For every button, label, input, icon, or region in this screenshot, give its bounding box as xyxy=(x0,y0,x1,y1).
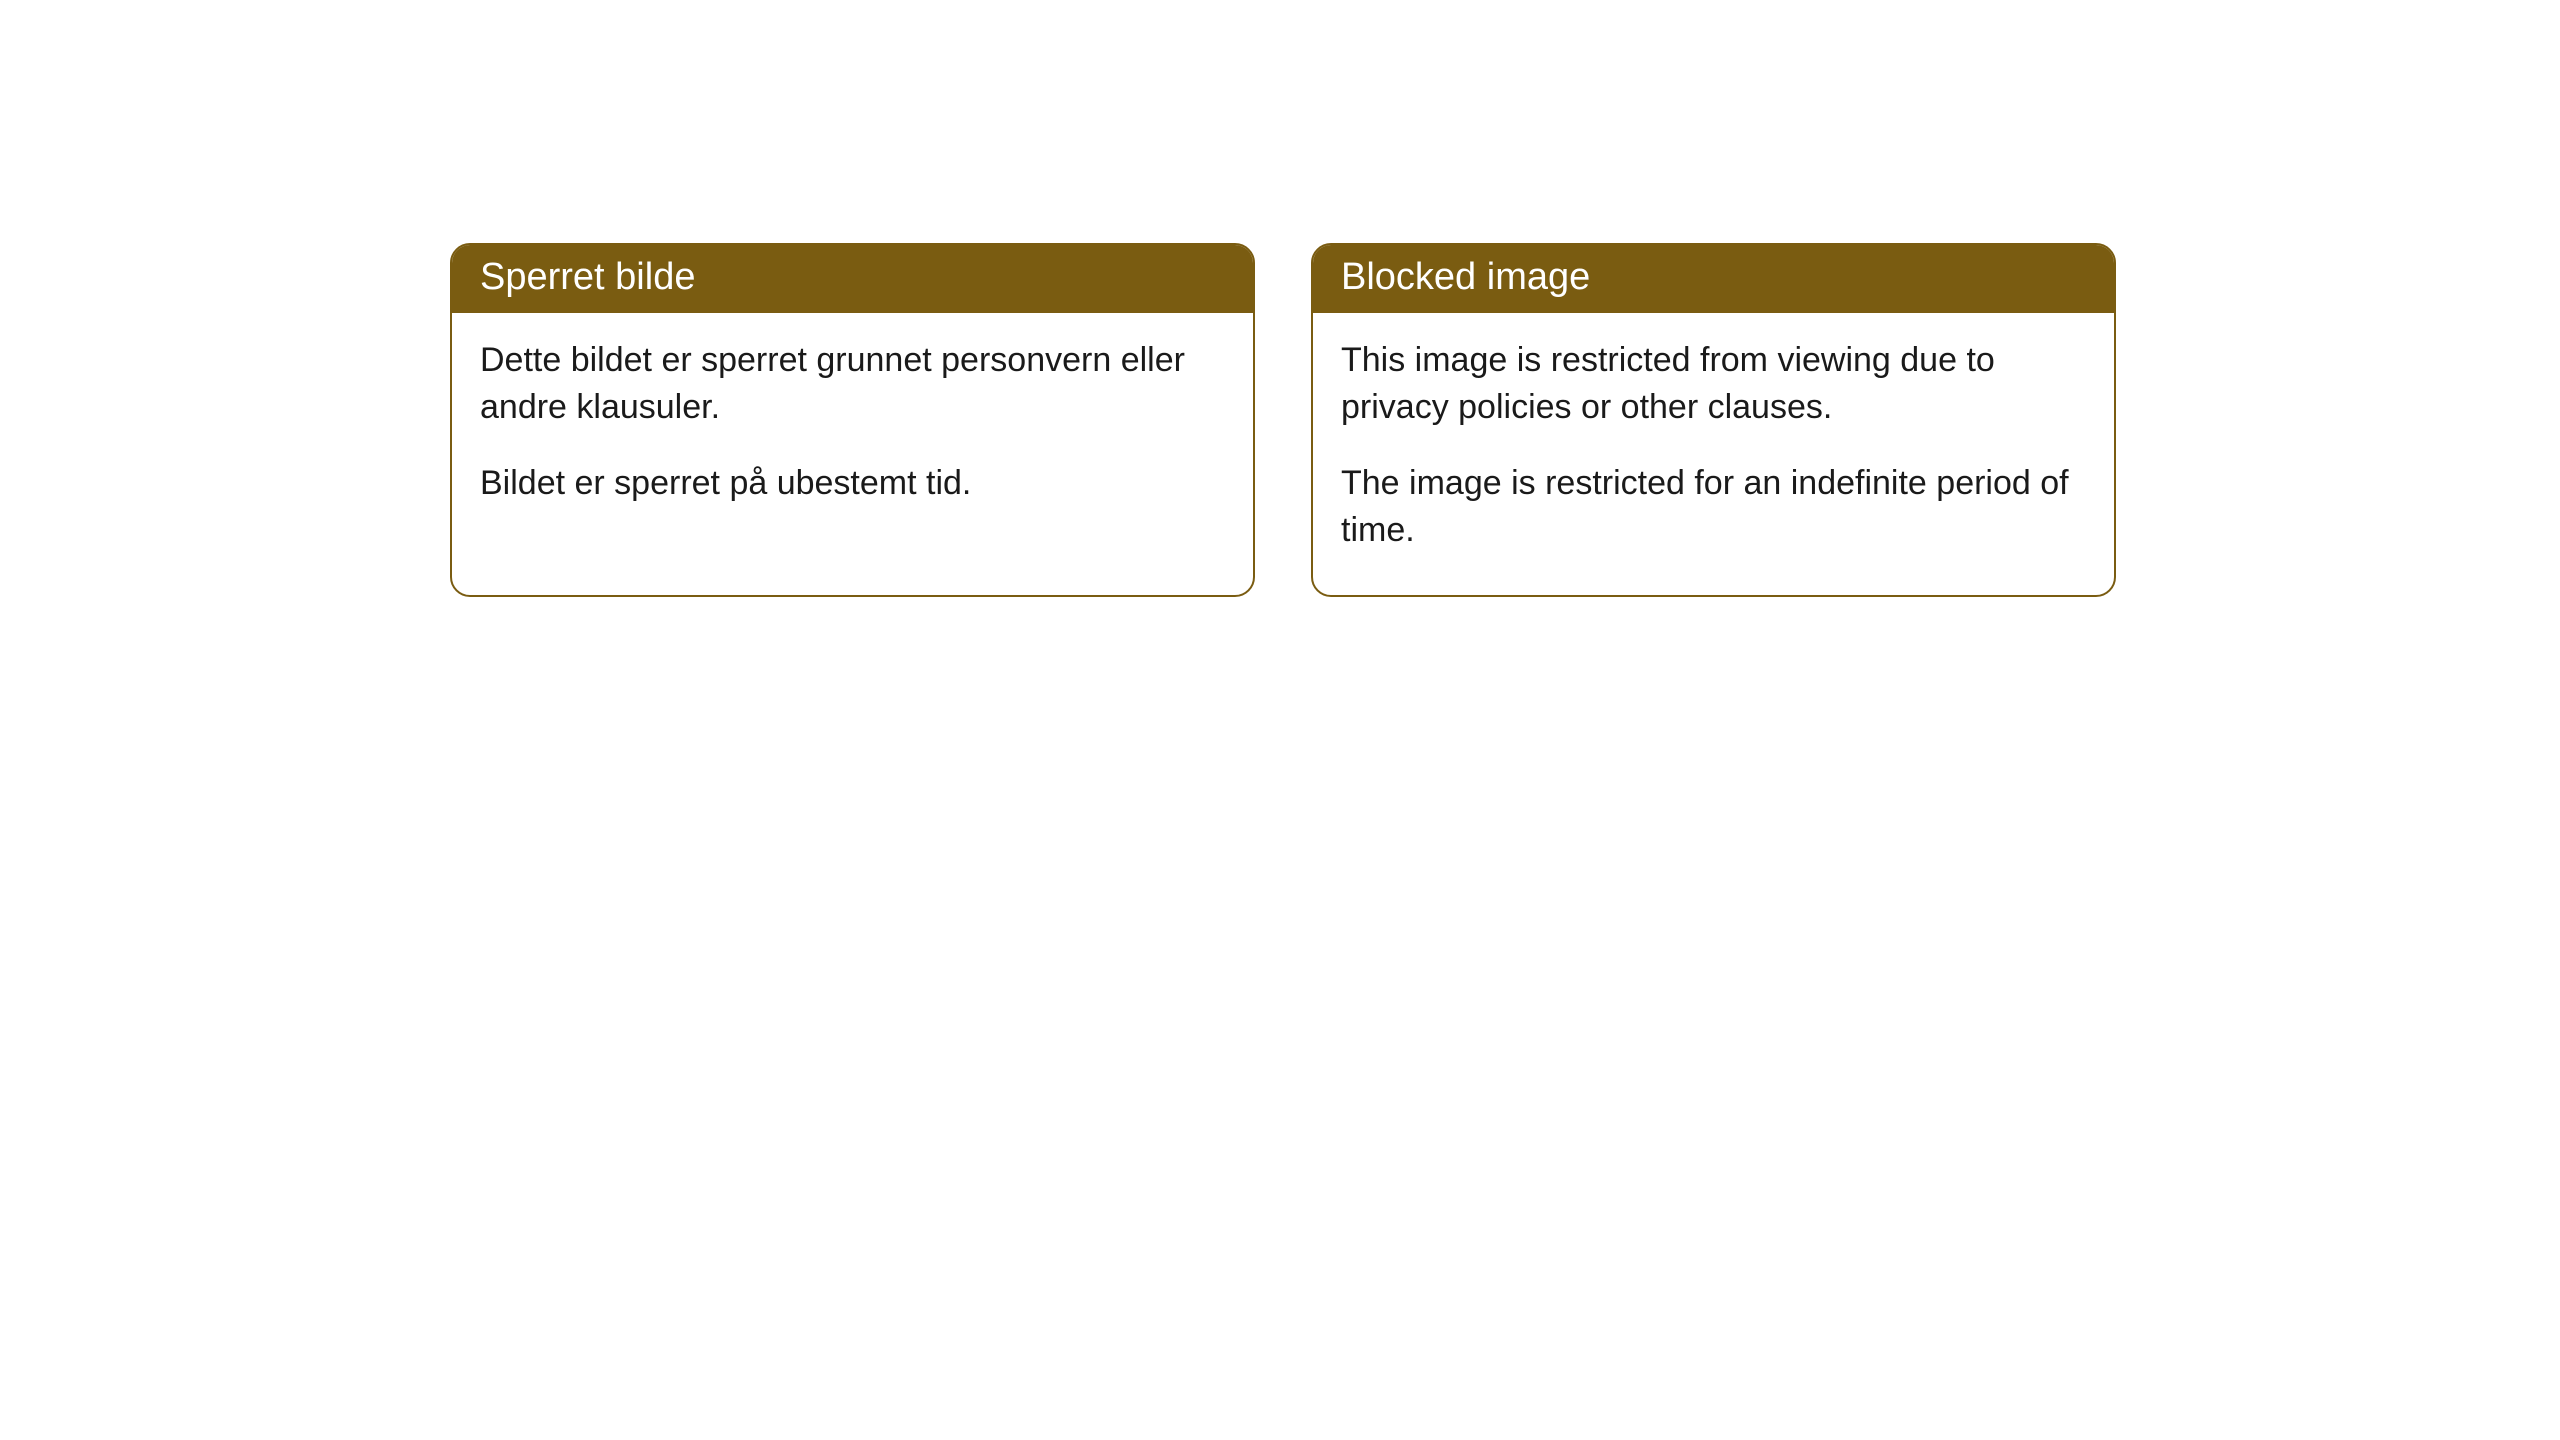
card-title: Blocked image xyxy=(1341,256,1590,298)
card-header-english: Blocked image xyxy=(1313,245,2114,313)
card-paragraph: The image is restricted for an indefinit… xyxy=(1341,460,2086,555)
card-title: Sperret bilde xyxy=(480,256,695,298)
notice-card-norwegian: Sperret bilde Dette bildet er sperret gr… xyxy=(450,243,1255,597)
card-paragraph: This image is restricted from viewing du… xyxy=(1341,337,2086,432)
card-body-norwegian: Dette bildet er sperret grunnet personve… xyxy=(452,313,1253,548)
card-body-english: This image is restricted from viewing du… xyxy=(1313,313,2114,595)
card-header-norwegian: Sperret bilde xyxy=(452,245,1253,313)
card-paragraph: Dette bildet er sperret grunnet personve… xyxy=(480,337,1225,432)
card-paragraph: Bildet er sperret på ubestemt tid. xyxy=(480,460,1225,508)
notice-card-english: Blocked image This image is restricted f… xyxy=(1311,243,2116,597)
notice-cards-container: Sperret bilde Dette bildet er sperret gr… xyxy=(450,243,2116,597)
